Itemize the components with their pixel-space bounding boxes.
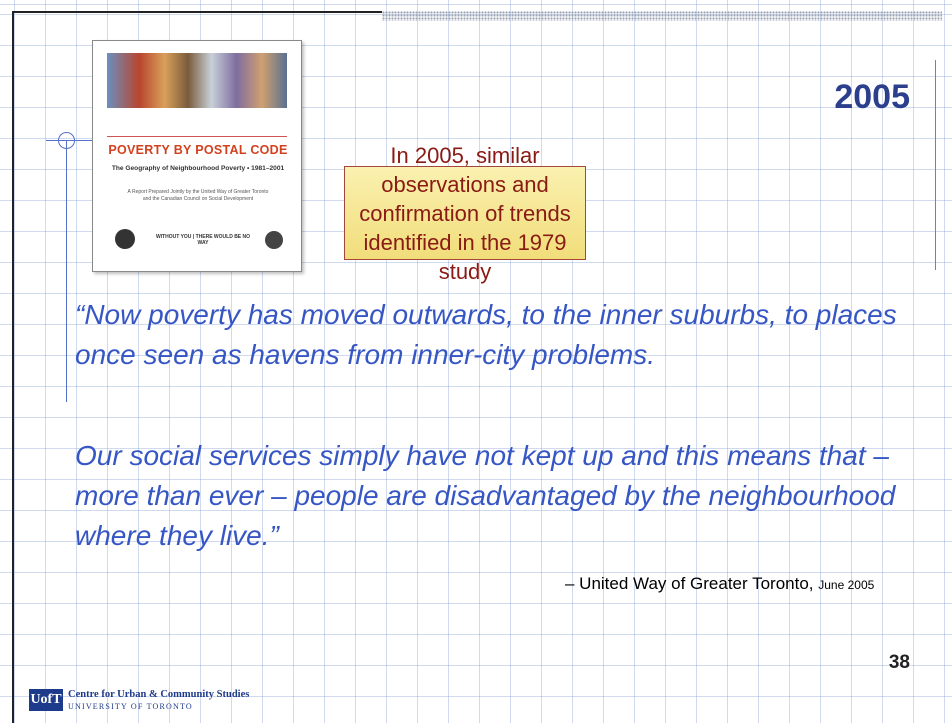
slide: POVERTY BY POSTAL CODE The Geography of …: [0, 0, 952, 723]
cover-tagline: WITHOUT YOU | THERE WOULD BE NO WAY: [153, 234, 253, 246]
logo-organization: Centre for Urban & Community Studies: [68, 689, 249, 700]
quote-date: June 2005: [818, 578, 874, 592]
year-heading: 2005: [790, 78, 910, 117]
cover-logo: [265, 231, 283, 249]
page-number: 38: [850, 652, 910, 674]
cover-photo: [107, 53, 287, 108]
callout: In 2005, similar observations and confir…: [344, 166, 586, 260]
logo-mark: UofT: [29, 689, 63, 711]
decor-line: [935, 60, 936, 270]
quote-paragraph: Our social services simply have not kept…: [75, 436, 905, 556]
decor-line: [66, 140, 67, 402]
report-cover: POVERTY BY POSTAL CODE The Geography of …: [92, 40, 302, 272]
quote-paragraph: “Now poverty has moved outwards, to the …: [75, 295, 905, 375]
cover-subtitle: The Geography of Neighbourhood Poverty •…: [103, 165, 293, 172]
quote-attribution: – United Way of Greater Toronto, June 20…: [565, 574, 874, 594]
cover-rule: [107, 136, 287, 137]
logo-university: UNIVERSITY OF TORONTO: [68, 702, 193, 711]
cover-note: A Report Prepared Jointly by the United …: [123, 189, 273, 203]
frame-line: [12, 11, 382, 13]
cover-logo: [115, 229, 135, 249]
frame-line: [12, 11, 14, 723]
frame-band: [382, 11, 942, 21]
callout-text: In 2005, similar observations and confir…: [349, 141, 581, 286]
quote-source: – United Way of Greater Toronto,: [565, 574, 814, 593]
decor-circle: [58, 132, 75, 149]
cover-title: POVERTY BY POSTAL CODE: [103, 143, 293, 157]
